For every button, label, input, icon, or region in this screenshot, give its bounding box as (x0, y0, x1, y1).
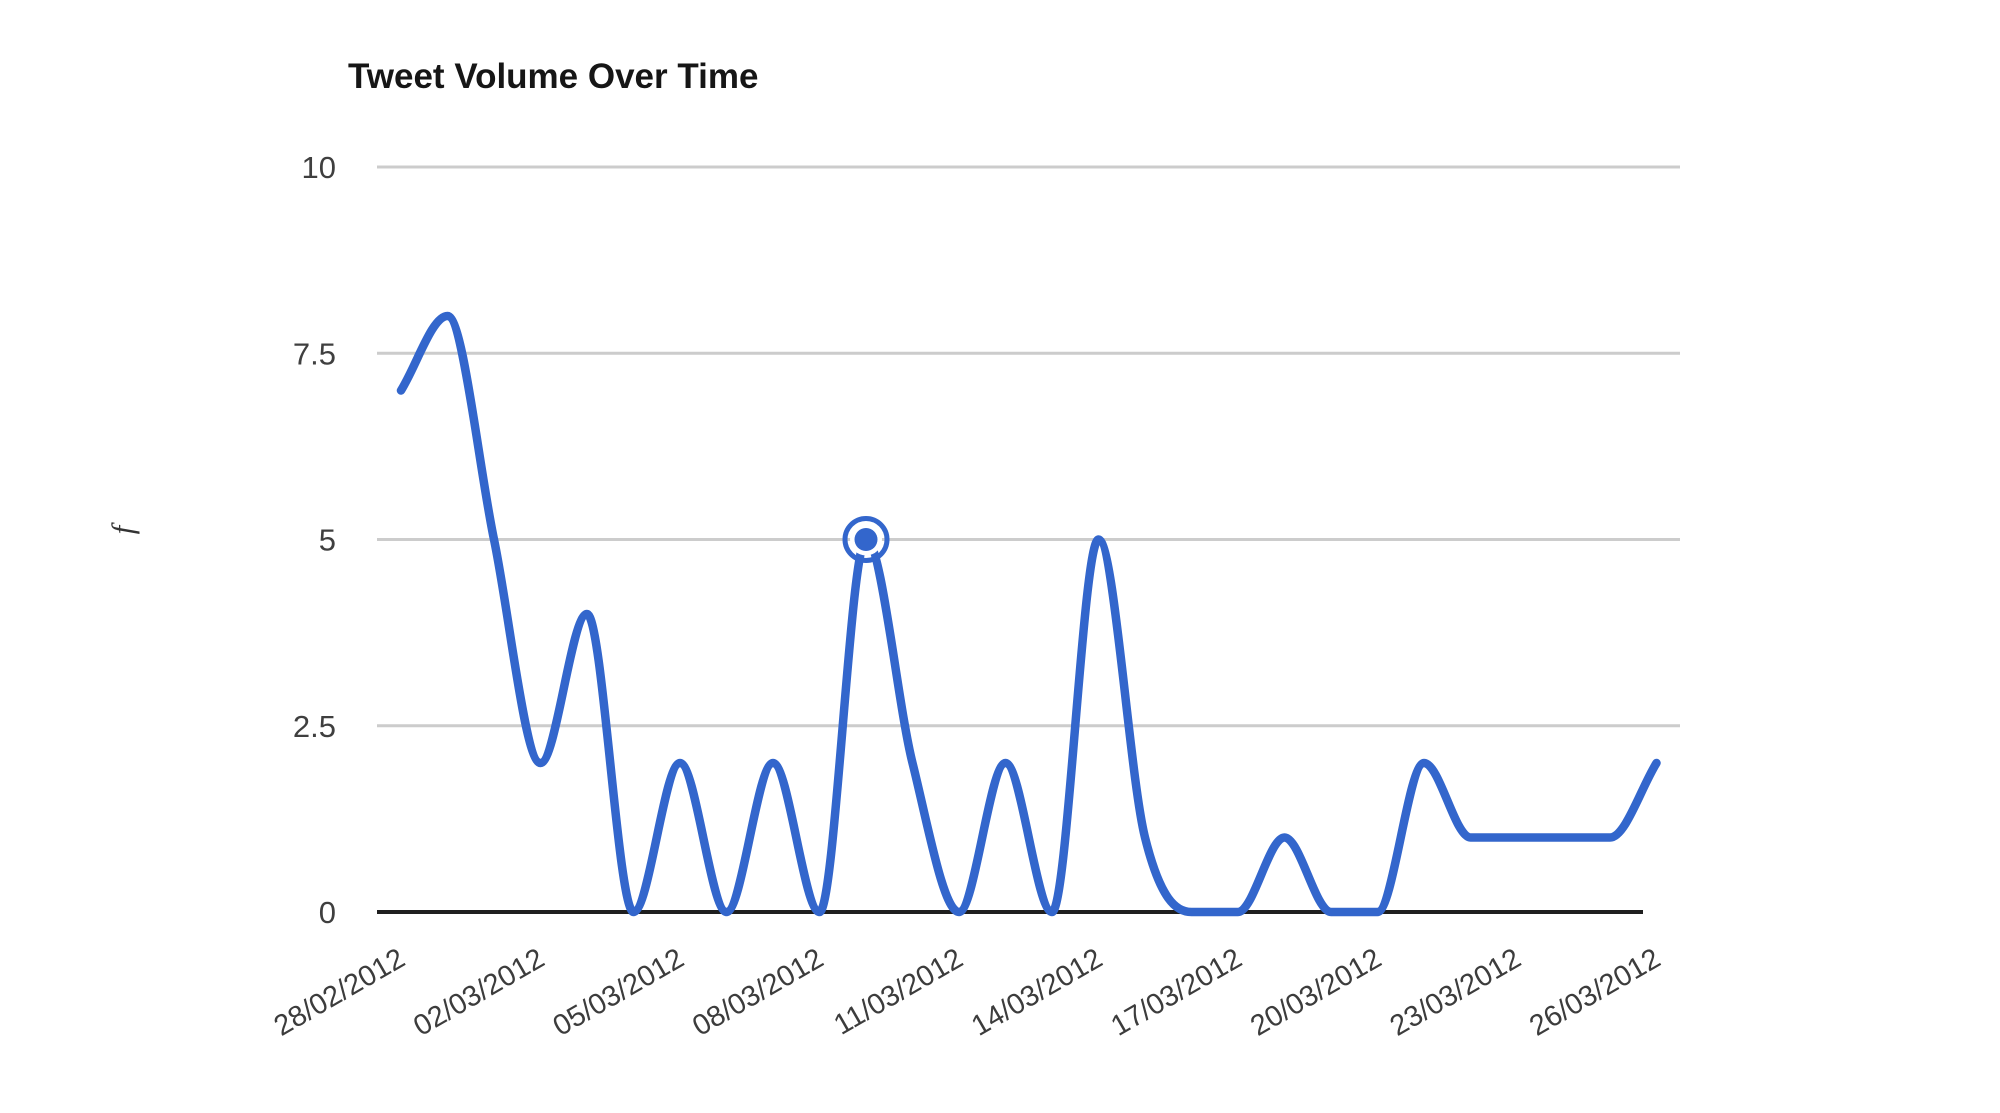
x-tick-label: 08/03/2012 (687, 942, 829, 1042)
y-axis-title: f (105, 521, 140, 534)
x-tick-label: 20/03/2012 (1245, 942, 1387, 1042)
highlight-marker-outer-ring (842, 516, 890, 563)
y-tick-label: 2.5 (293, 709, 336, 744)
y-tick-label: 10 (302, 150, 336, 185)
y-tick-label: 5 (319, 523, 336, 558)
x-tick-label: 28/02/2012 (269, 942, 411, 1042)
x-tick-label: 14/03/2012 (966, 942, 1108, 1042)
y-axis-labels-group: 0 2.5 5 7.5 10 (293, 150, 336, 930)
y-tick-label: 0 (319, 895, 336, 930)
chart-title: Tweet Volume Over Time (348, 57, 758, 96)
x-tick-label: 02/03/2012 (408, 942, 550, 1042)
x-tick-label: 17/03/2012 (1106, 942, 1248, 1042)
series-line (396, 311, 1661, 917)
series-group (396, 311, 1661, 917)
highlight-marker[interactable] (854, 528, 878, 551)
x-tick-label: 26/03/2012 (1524, 942, 1666, 1042)
x-axis-labels-group: 28/02/201202/03/201205/03/201208/03/2012… (269, 942, 1666, 1042)
x-tick-label: 23/03/2012 (1385, 942, 1527, 1042)
gridlines-group (377, 165, 1680, 914)
y-tick-label: 7.5 (293, 336, 336, 371)
x-tick-label: 11/03/2012 (829, 942, 969, 1041)
x-tick-label: 05/03/2012 (548, 942, 690, 1042)
